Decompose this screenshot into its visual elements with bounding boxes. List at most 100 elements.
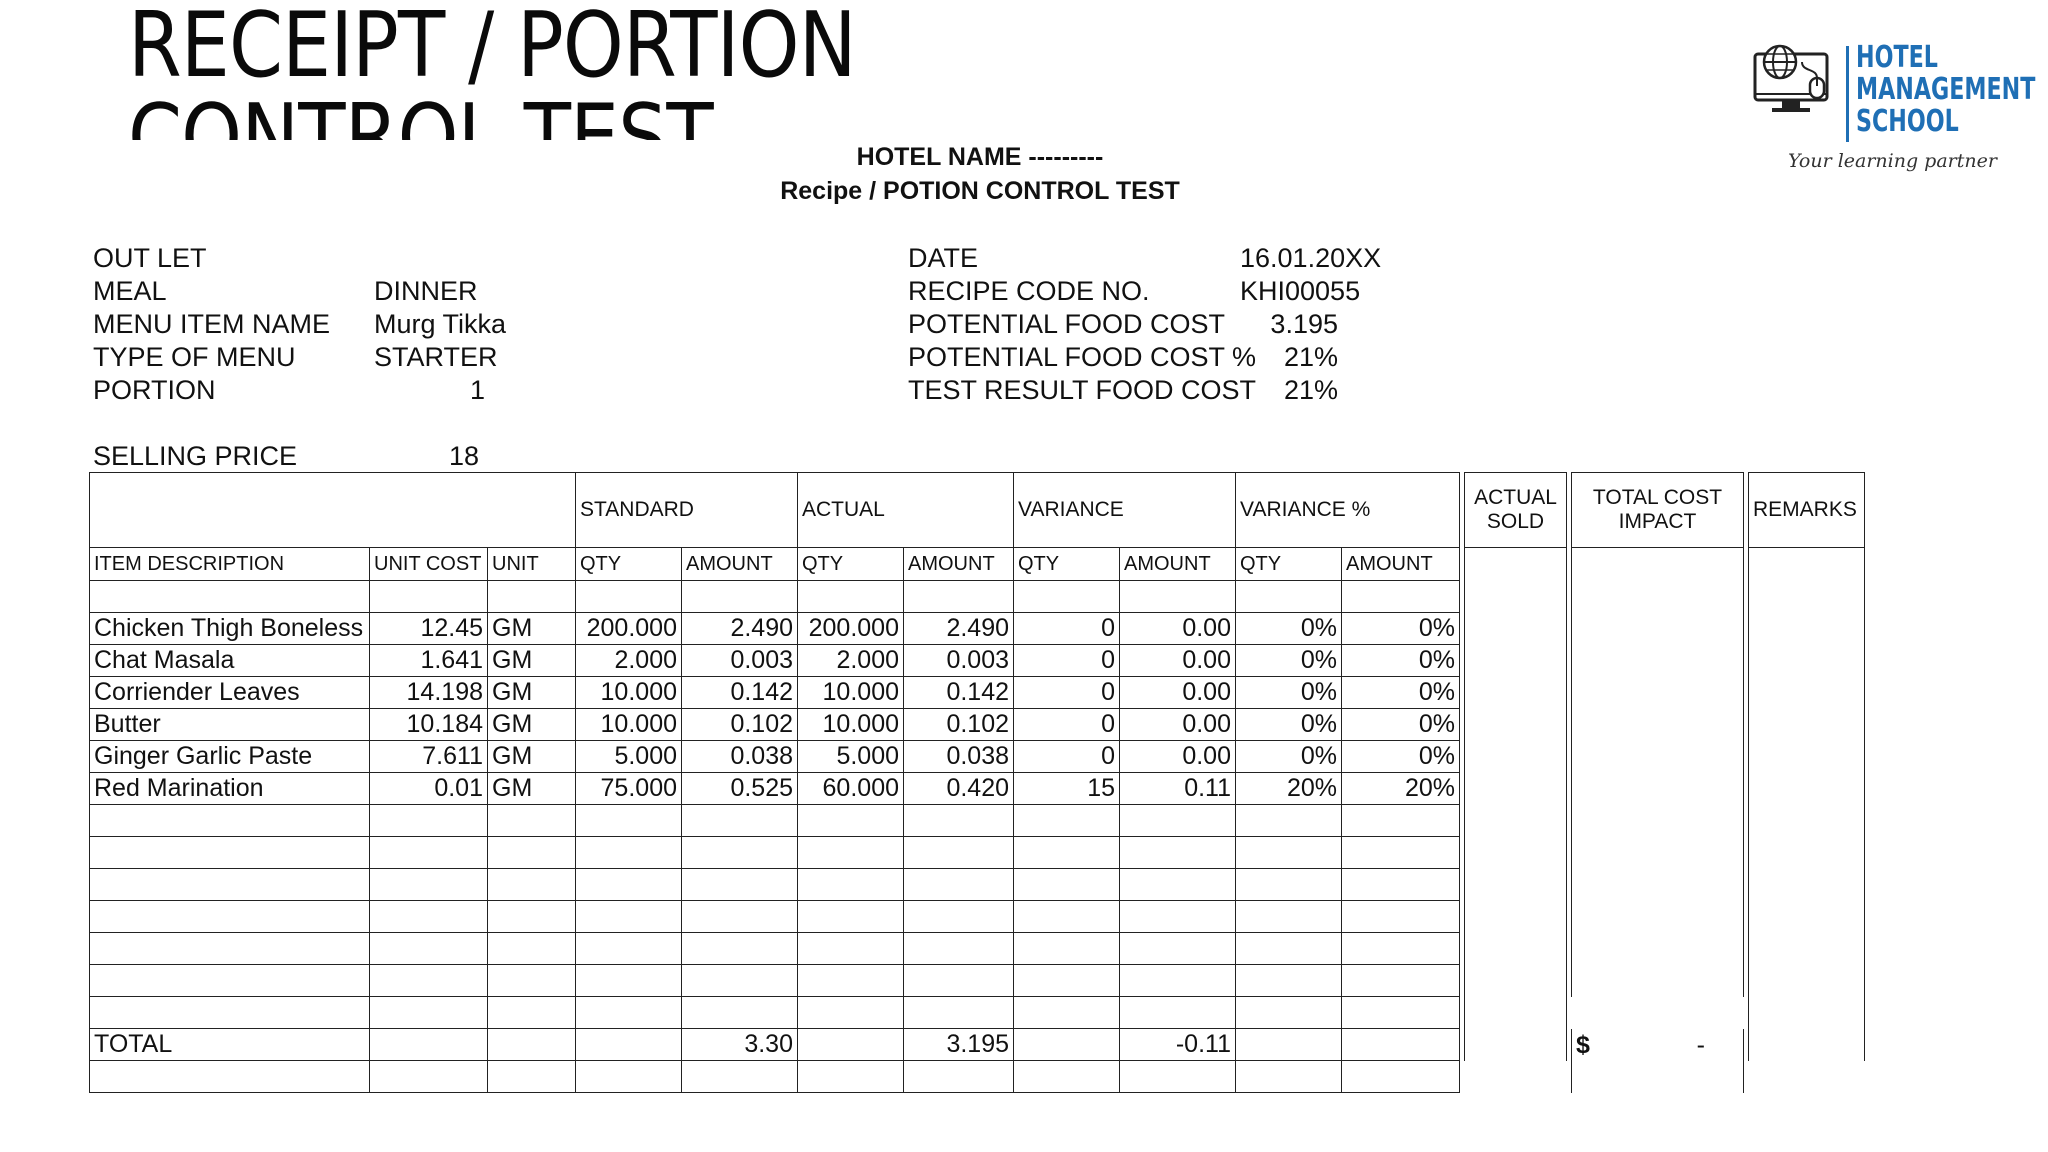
cell bbox=[1235, 836, 1342, 869]
unit-cell: GM bbox=[487, 740, 576, 773]
act-qty-cell: 5.000 bbox=[797, 740, 904, 773]
var-amount-cell: 0.00 bbox=[1119, 740, 1236, 773]
cost-impact-amount: - bbox=[1696, 1030, 1705, 1059]
cell bbox=[1341, 1060, 1460, 1093]
column-gap bbox=[1460, 581, 1465, 613]
std-qty-cell: 10.000 bbox=[575, 676, 682, 709]
var-amount-header: AMOUNT bbox=[1119, 547, 1236, 581]
table-row: Butter 10.184 GM 10.000 0.102 10.000 0.1… bbox=[89, 708, 1865, 741]
pct-qty-cell: 0% bbox=[1235, 612, 1342, 645]
cell bbox=[369, 1028, 488, 1061]
pct-amount-cell: 0% bbox=[1341, 740, 1460, 773]
cell bbox=[1119, 996, 1236, 1029]
cell bbox=[575, 804, 682, 837]
cell bbox=[681, 900, 798, 933]
cell bbox=[903, 836, 1014, 869]
std-qty-cell: 200.000 bbox=[575, 612, 682, 645]
cell bbox=[369, 900, 488, 933]
cell bbox=[797, 932, 904, 965]
std-amount-cell: 2.490 bbox=[681, 612, 798, 645]
cell bbox=[487, 836, 576, 869]
info-label: DATE bbox=[908, 243, 979, 273]
computer-globe-icon bbox=[1753, 44, 1829, 112]
cell bbox=[575, 1028, 682, 1061]
unit-header: UNIT bbox=[487, 547, 576, 581]
item-description-header: ITEM DESCRIPTION bbox=[89, 547, 370, 581]
cell bbox=[797, 868, 904, 901]
info-value: Murg Tikka bbox=[374, 309, 507, 339]
unit-cost-cell: 1.641 bbox=[369, 644, 488, 677]
cell bbox=[681, 1060, 798, 1093]
cell bbox=[575, 932, 682, 965]
pct-amount-cell: 20% bbox=[1341, 772, 1460, 805]
item-cell: Butter bbox=[89, 708, 370, 741]
cell bbox=[1013, 932, 1120, 965]
cell bbox=[1013, 868, 1120, 901]
std-qty-header: QTY bbox=[575, 547, 682, 581]
cell bbox=[681, 836, 798, 869]
actual-sold-header: ACTUAL SOLD bbox=[1464, 472, 1567, 548]
cell bbox=[487, 932, 576, 965]
cell bbox=[797, 900, 904, 933]
currency-symbol: $ bbox=[1576, 1030, 1590, 1059]
cell bbox=[1013, 1060, 1120, 1093]
column-gap bbox=[1460, 645, 1465, 677]
cell bbox=[1119, 868, 1236, 901]
cell bbox=[1341, 964, 1460, 997]
item-cell: Corriender Leaves bbox=[89, 676, 370, 709]
info-label: POTENTIAL FOOD COST % bbox=[908, 342, 1257, 372]
info-value: 18 bbox=[448, 441, 479, 471]
pct-qty-cell: 0% bbox=[1235, 676, 1342, 709]
cell bbox=[575, 868, 682, 901]
cell bbox=[89, 932, 370, 965]
cell bbox=[1235, 964, 1342, 997]
column-gap bbox=[1460, 837, 1465, 869]
cell bbox=[903, 996, 1014, 1029]
cell bbox=[487, 804, 576, 837]
total-cost-impact-cell bbox=[1571, 547, 1744, 997]
logo-line-hotel: HOTEL bbox=[1856, 40, 1938, 75]
slide-title: RECEIPT / PORTION CONTROL TEST bbox=[128, 0, 857, 140]
cell bbox=[1119, 836, 1236, 869]
table-row-empty bbox=[89, 1060, 1865, 1093]
column-gap bbox=[1744, 645, 1749, 677]
std-amount-cell: 0.102 bbox=[681, 708, 798, 741]
remarks-header: REMARKS bbox=[1748, 472, 1865, 548]
cell bbox=[1341, 932, 1460, 965]
cell bbox=[1119, 900, 1236, 933]
act-qty-cell: 10.000 bbox=[797, 676, 904, 709]
table-row: Corriender Leaves 14.198 GM 10.000 0.142… bbox=[89, 676, 1865, 709]
info-value: KHI00055 bbox=[1240, 276, 1361, 306]
act-amount-header: AMOUNT bbox=[903, 547, 1014, 581]
cell bbox=[797, 996, 904, 1029]
var-qty-cell: 0 bbox=[1013, 644, 1120, 677]
pct-qty-cell: 0% bbox=[1235, 740, 1342, 773]
cell bbox=[369, 932, 488, 965]
info-value: 1 bbox=[469, 375, 485, 405]
unit-cost-cell: 0.01 bbox=[369, 772, 488, 805]
pct-amount-cell: 0% bbox=[1341, 644, 1460, 677]
total-cost-header-line1: TOTAL COST bbox=[1592, 486, 1723, 509]
column-gap bbox=[1460, 613, 1465, 645]
cell bbox=[1235, 868, 1342, 901]
cell bbox=[681, 804, 798, 837]
cell bbox=[903, 868, 1014, 901]
table-row-empty bbox=[89, 900, 1865, 933]
item-cell: Chicken Thigh Boneless bbox=[89, 612, 370, 645]
std-qty-cell: 10.000 bbox=[575, 708, 682, 741]
cell bbox=[1013, 580, 1120, 613]
cell bbox=[903, 1060, 1014, 1093]
column-gap bbox=[1460, 709, 1465, 741]
remarks-cell bbox=[1748, 547, 1865, 1061]
total-label: TOTAL bbox=[89, 1028, 370, 1061]
std-amount-header: AMOUNT bbox=[681, 547, 798, 581]
column-gap bbox=[1567, 805, 1572, 837]
cell bbox=[89, 580, 370, 613]
cell bbox=[1341, 868, 1460, 901]
pct-qty-header: QTY bbox=[1235, 547, 1342, 581]
cell bbox=[797, 804, 904, 837]
logo-line-management: MANAGEMENT bbox=[1856, 72, 2036, 107]
info-row-potential-cost-pct: POTENTIAL FOOD COST % 21% bbox=[908, 341, 1338, 374]
column-gap bbox=[1460, 933, 1465, 965]
cell bbox=[1341, 1028, 1460, 1061]
